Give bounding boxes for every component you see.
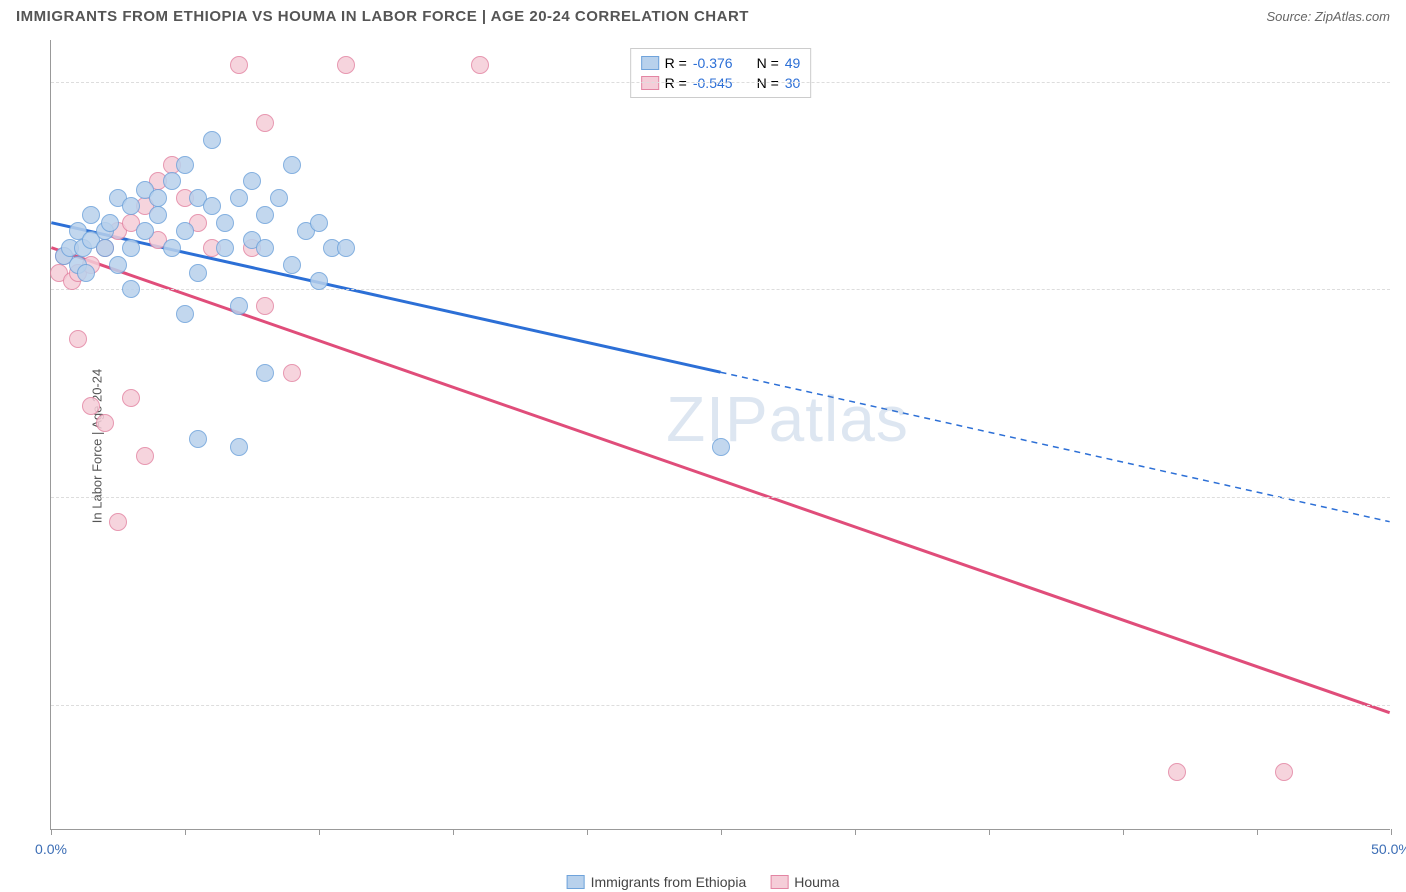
scatter-point: [310, 272, 328, 290]
scatter-point: [149, 206, 167, 224]
scatter-point: [82, 397, 100, 415]
scatter-point: [203, 197, 221, 215]
scatter-point: [176, 305, 194, 323]
r-value: -0.545: [693, 75, 733, 91]
scatter-point: [136, 222, 154, 240]
x-tick-mark: [185, 829, 186, 835]
scatter-point: [109, 256, 127, 274]
correlation-legend: R = -0.376 N = 49 R = -0.545 N = 30: [630, 48, 812, 98]
scatter-point: [256, 364, 274, 382]
x-tick-label: 0.0%: [35, 841, 67, 857]
scatter-point: [337, 56, 355, 74]
regression-line-dashed: [721, 372, 1390, 521]
n-label: N =: [757, 75, 779, 91]
gridline-horizontal: [51, 497, 1390, 498]
gridline-horizontal: [51, 705, 1390, 706]
source-attribution: Source: ZipAtlas.com: [1266, 9, 1390, 24]
scatter-point: [101, 214, 119, 232]
x-tick-mark: [51, 829, 52, 835]
scatter-point: [712, 438, 730, 456]
r-label: R =: [665, 55, 687, 71]
scatter-point: [122, 389, 140, 407]
chart-title: IMMIGRANTS FROM ETHIOPIA VS HOUMA IN LAB…: [16, 8, 749, 25]
n-value: 49: [785, 55, 801, 71]
scatter-point: [69, 330, 87, 348]
chart-plot-area: ZIPatlas R = -0.376 N = 49 R = -0.545 N = 3…: [50, 40, 1390, 830]
scatter-point: [283, 256, 301, 274]
legend-swatch: [641, 56, 659, 70]
r-label: R =: [665, 75, 687, 91]
scatter-point: [310, 214, 328, 232]
scatter-point: [96, 414, 114, 432]
gridline-horizontal: [51, 289, 1390, 290]
scatter-point: [256, 239, 274, 257]
scatter-point: [270, 189, 288, 207]
legend-series-item: Immigrants from Ethiopia: [567, 874, 747, 890]
scatter-point: [283, 156, 301, 174]
scatter-point: [256, 206, 274, 224]
scatter-point: [96, 239, 114, 257]
r-value: -0.376: [693, 55, 733, 71]
x-tick-mark: [1123, 829, 1124, 835]
scatter-point: [189, 264, 207, 282]
scatter-point: [471, 56, 489, 74]
x-tick-mark: [319, 829, 320, 835]
x-tick-mark: [855, 829, 856, 835]
x-tick-mark: [721, 829, 722, 835]
gridline-horizontal: [51, 82, 1390, 83]
scatter-point: [203, 131, 221, 149]
legend-swatch: [641, 76, 659, 90]
legend-swatch: [770, 875, 788, 889]
regression-line-solid: [51, 248, 1389, 713]
legend-series-label: Immigrants from Ethiopia: [591, 874, 747, 890]
scatter-point: [216, 214, 234, 232]
x-tick-mark: [989, 829, 990, 835]
scatter-point: [1275, 763, 1293, 781]
y-tick-label: 100.0%: [1400, 74, 1406, 90]
scatter-point: [163, 239, 181, 257]
scatter-point: [243, 172, 261, 190]
regression-lines-layer: [51, 40, 1390, 829]
y-tick-label: 50.0%: [1400, 489, 1406, 505]
scatter-point: [216, 239, 234, 257]
legend-stat-row: R = -0.545 N = 30: [641, 73, 801, 93]
scatter-point: [256, 114, 274, 132]
legend-series-label: Houma: [794, 874, 839, 890]
scatter-point: [122, 239, 140, 257]
watermark-text: ZIPatlas: [666, 382, 909, 456]
scatter-point: [82, 206, 100, 224]
x-tick-mark: [1391, 829, 1392, 835]
scatter-point: [136, 447, 154, 465]
scatter-point: [176, 156, 194, 174]
scatter-point: [149, 189, 167, 207]
scatter-point: [189, 430, 207, 448]
scatter-point: [122, 280, 140, 298]
x-tick-label: 50.0%: [1371, 841, 1406, 857]
scatter-point: [1168, 763, 1186, 781]
n-value: 30: [785, 75, 801, 91]
scatter-point: [230, 189, 248, 207]
x-tick-mark: [453, 829, 454, 835]
series-legend: Immigrants from Ethiopia Houma: [567, 874, 840, 890]
scatter-point: [230, 297, 248, 315]
scatter-point: [122, 197, 140, 215]
x-tick-mark: [587, 829, 588, 835]
scatter-point: [230, 56, 248, 74]
scatter-point: [256, 297, 274, 315]
y-tick-label: 75.0%: [1400, 281, 1406, 297]
scatter-point: [176, 222, 194, 240]
scatter-point: [337, 239, 355, 257]
legend-series-item: Houma: [770, 874, 839, 890]
legend-swatch: [567, 875, 585, 889]
scatter-point: [163, 172, 181, 190]
scatter-point: [109, 513, 127, 531]
n-label: N =: [757, 55, 779, 71]
scatter-point: [230, 438, 248, 456]
x-tick-mark: [1257, 829, 1258, 835]
scatter-point: [283, 364, 301, 382]
legend-stat-row: R = -0.376 N = 49: [641, 53, 801, 73]
scatter-point: [77, 264, 95, 282]
y-tick-label: 25.0%: [1400, 697, 1406, 713]
